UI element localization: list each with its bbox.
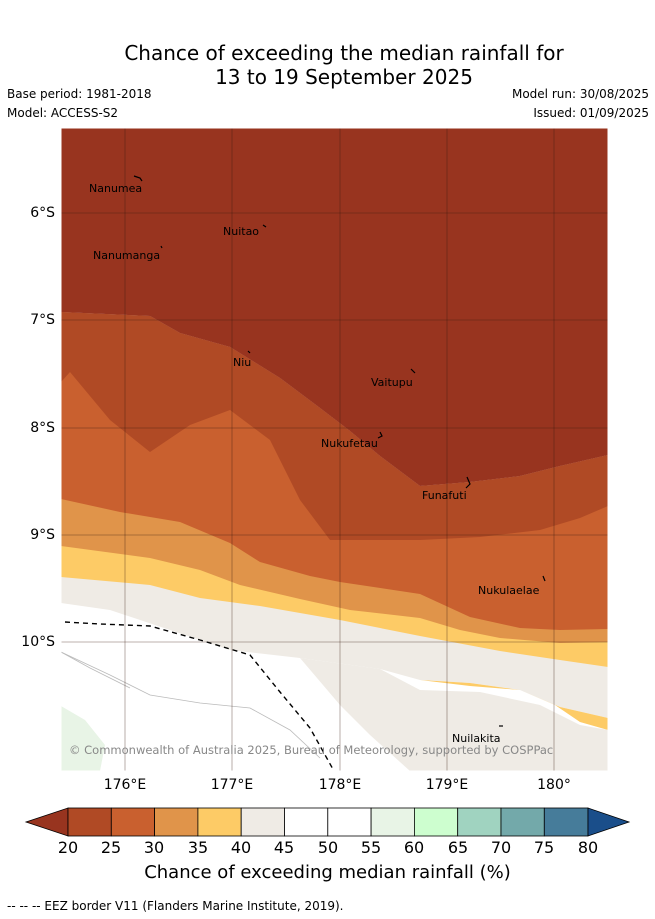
colorbar-segment-50-55 (327, 807, 372, 837)
eez-legend-note: -- -- -- EEZ border V11 (Flanders Marine… (7, 899, 344, 913)
issued-date: Issued: 01/09/2025 (533, 106, 649, 120)
island-outlines (133, 175, 546, 727)
lat-label-7s: 7°S (30, 312, 55, 328)
lat-label-6s: 6°S (30, 205, 55, 221)
place-label-nukufetau: Nukufetau (321, 437, 378, 450)
colorbar-title: Chance of exceeding median rainfall (%) (144, 862, 511, 883)
colorbar-tick-55: 55 (360, 838, 382, 857)
island-vaitupu (410, 368, 416, 374)
colorbar (24, 807, 631, 837)
colorbar-segment-40-45 (240, 807, 285, 837)
map-title-line2: 13 to 19 September 2025 (215, 65, 473, 89)
island-nukulaelae (542, 575, 546, 582)
model-name: Model: ACCESS-S2 (7, 106, 119, 120)
colorbar-segment-35-40 (197, 807, 242, 837)
place-label-nuilakita: Nuilakita (452, 732, 501, 745)
lat-label-9s: 9°S (30, 527, 55, 543)
colorbar-low-extension (24, 807, 69, 837)
island-funafuti (465, 476, 471, 489)
place-label-funafuti: Funafuti (422, 489, 467, 502)
place-label-niu: Niu (233, 356, 251, 369)
place-label-nanumanga: Nanumanga (93, 249, 160, 262)
colorbar-high-extension (587, 807, 631, 837)
colorbar-segment-20-25 (67, 807, 112, 837)
island-nukufetau (377, 431, 383, 439)
colorbar-tick-30: 30 (143, 838, 165, 857)
eez-border (64, 621, 335, 772)
place-label-nukulaelae: Nukulaelae (478, 584, 540, 597)
map-title-line1: Chance of exceeding the median rainfall … (124, 41, 564, 65)
colorbar-tick-50: 50 (317, 838, 339, 857)
colorbar-segment-70-75 (500, 807, 545, 837)
colorbar-tick-45: 45 (273, 838, 295, 857)
colorbar-segment-55-60 (370, 807, 415, 837)
lon-label-180: 180° (537, 777, 571, 793)
lon-label-177e: 177°E (210, 777, 254, 793)
colorbar-tick-75: 75 (533, 838, 555, 857)
base-period: Base period: 1981-2018 (7, 87, 152, 101)
lon-label-178e: 178°E (318, 777, 362, 793)
colorbar-tick-70: 70 (490, 838, 512, 857)
probability-bands (61, 128, 608, 771)
lon-label-179e: 179°E (425, 777, 469, 793)
colorbar-segment-25-30 (110, 807, 156, 837)
colorbar-tick-25: 25 (100, 838, 122, 857)
colorbar-segment-30-35 (154, 807, 199, 837)
colorbar-segment-75-80 (543, 807, 589, 837)
colorbar-segment-65-70 (457, 807, 502, 837)
band-55-60 (61, 706, 105, 771)
colorbar-tick-35: 35 (187, 838, 209, 857)
model-run: Model run: 30/08/2025 (511, 87, 649, 101)
island-nuitao (262, 224, 267, 228)
island-niu (247, 350, 251, 354)
colorbar-tick-40: 40 (230, 838, 252, 857)
band-below-20 (61, 128, 608, 486)
lat-label-10s: 10°S (21, 634, 55, 650)
colorbar-segment-45-50 (284, 807, 329, 837)
island-nanumanga (160, 245, 163, 249)
place-label-nuitao: Nuitao (223, 225, 259, 238)
island-nanumea (133, 175, 143, 182)
colorbar-tick-60: 60 (403, 838, 425, 857)
place-label-vaitupu: Vaitupu (371, 376, 413, 389)
contour-white-1 (61, 651, 321, 759)
colorbar-tick-80: 80 (577, 838, 599, 857)
lon-label-176e: 176°E (103, 777, 147, 793)
colorbar-segment-60-65 (413, 807, 459, 837)
band-45-50-southcorner (300, 658, 608, 771)
map-gridlines (61, 128, 608, 771)
copyright-notice: © Commonwealth of Australia 2025, Bureau… (69, 743, 553, 757)
lat-label-8s: 8°S (30, 420, 55, 436)
colorbar-tick-20: 20 (57, 838, 79, 857)
place-label-nanumea: Nanumea (89, 182, 142, 195)
contour-white-2 (61, 651, 131, 689)
colorbar-tick-65: 65 (447, 838, 469, 857)
